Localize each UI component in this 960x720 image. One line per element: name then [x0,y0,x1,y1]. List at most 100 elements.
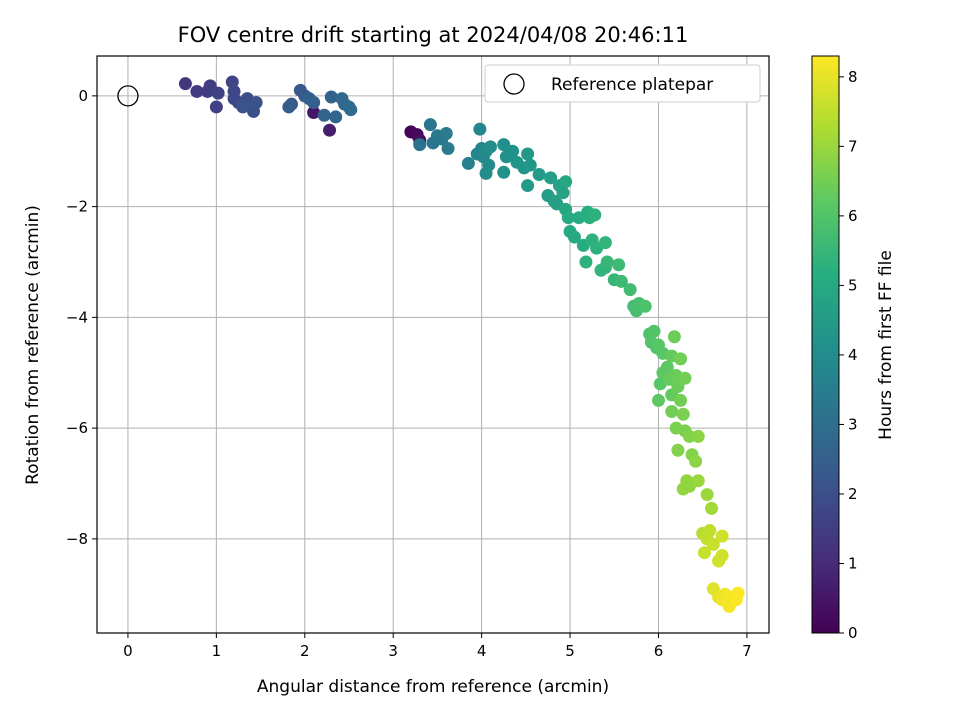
colorbar-tick-label: 8 [848,68,858,86]
plot-frame [96,55,770,634]
data-point [497,138,511,152]
legend-box [484,64,761,103]
y-axis-ticks: 0 −2 −4 −6 −8 [66,87,97,548]
data-point [559,175,573,189]
data-point [715,529,729,543]
data-point [209,100,223,114]
colorbar-tick-label: 1 [848,554,858,572]
data-point [413,138,427,152]
data-point [588,208,602,222]
colorbar: 0 1 2 3 4 5 6 7 8 Hours from first FF file [811,55,896,642]
x-tick-label: 4 [477,642,487,660]
data-point [556,186,570,200]
data-point [598,236,612,250]
data-point [561,211,575,225]
data-point [674,352,688,366]
x-tick-label: 0 [123,642,133,660]
data-point [317,108,331,122]
y-tick-label: −8 [66,530,88,548]
data-point [579,255,593,269]
x-tick-label: 1 [212,642,222,660]
data-point [211,86,225,100]
x-tick-label: 7 [742,642,752,660]
data-point [307,105,321,119]
colorbar-gradient [811,55,840,634]
data-point [678,371,692,385]
legend-label: Reference platepar [551,75,713,95]
data-point [236,99,250,113]
colorbar-tick-label: 6 [848,207,858,225]
data-point [544,171,558,185]
data-point [461,156,475,170]
data-point [651,393,665,407]
data-point [671,443,685,457]
data-point [660,360,674,374]
y-tick-label: −4 [66,308,88,326]
data-point [324,90,338,104]
grid [97,56,769,633]
colorbar-tick-label: 7 [848,137,858,155]
data-point [600,255,614,269]
data-point [285,97,299,111]
reference-marker [117,85,139,107]
colorbar-tick-label: 4 [848,346,858,364]
colorbar-label: Hours from first FF file [876,250,896,440]
y-tick-label: 0 [78,87,88,105]
data-point [178,77,192,91]
data-point [323,123,337,137]
data-point [623,283,637,297]
legend: Reference platepar [484,64,761,103]
data-point [423,118,437,132]
data-point [190,84,204,98]
data-point [614,274,628,288]
data-point [691,474,705,488]
data-point [697,546,711,560]
data-point [715,548,729,562]
legend-marker [503,73,525,95]
data-point [329,110,343,124]
y-axis-label: Rotation from reference (arcmin) [23,205,43,485]
data-point [667,330,681,344]
data-points [178,75,745,613]
data-point [506,144,520,158]
data-point [439,127,453,141]
data-point [249,96,263,110]
data-point [473,122,487,136]
data-point [523,158,537,172]
x-tick-label: 3 [388,642,398,660]
x-axis-label: Angular distance from reference (arcmin) [257,677,609,697]
data-point [532,168,546,182]
data-point [674,393,688,407]
x-axis-ticks: 0 1 2 3 4 5 6 7 [123,633,752,660]
data-point [700,488,714,502]
x-tick-label: 5 [565,642,575,660]
data-point [638,299,652,313]
data-point [521,147,535,161]
data-point [344,103,358,117]
data-point [705,501,719,515]
y-tick-label: −6 [66,419,88,437]
data-point [691,429,705,443]
colorbar-ticks: 0 1 2 3 4 5 6 7 8 [839,68,858,642]
colorbar-tick-label: 5 [848,276,858,294]
data-point [689,454,703,468]
data-point [483,140,497,154]
data-point [479,166,493,180]
data-point [703,524,717,538]
data-point [676,407,690,421]
y-tick-label: −2 [66,198,88,216]
data-point [731,586,745,600]
chart-title: FOV centre drift starting at 2024/04/08 … [178,23,689,47]
data-point [521,179,535,193]
data-point [665,405,679,419]
colorbar-tick-label: 3 [848,415,858,433]
data-point [567,230,581,244]
x-tick-label: 2 [300,642,310,660]
colorbar-tick-label: 0 [848,624,858,642]
data-point [441,141,455,155]
x-tick-label: 6 [654,642,664,660]
colorbar-tick-label: 2 [848,485,858,503]
data-point [706,537,720,551]
data-point [497,165,511,179]
